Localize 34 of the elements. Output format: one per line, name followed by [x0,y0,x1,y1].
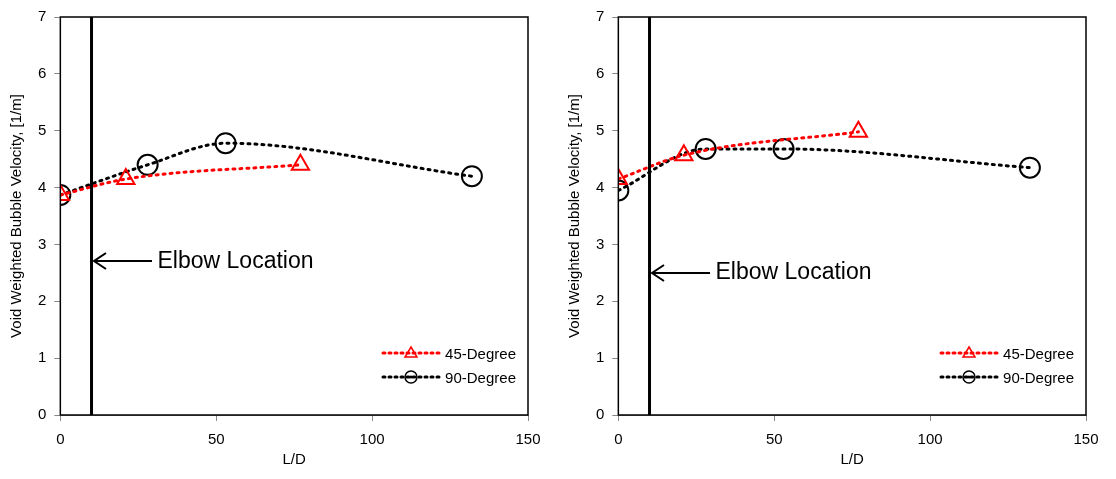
y-tick-label: 5 [38,120,47,138]
y-tick-label: 3 [596,234,605,252]
y-tick-label: 6 [596,64,605,81]
x-tick-label: 100 [917,430,943,448]
legend-label: 45-Degree [1003,344,1074,362]
x-tick-label: 0 [56,430,65,448]
x-tick-label: 50 [207,430,225,448]
x-tick-label: 150 [515,430,541,448]
x-tick-label: 150 [1073,430,1099,448]
y-tick-label: 6 [38,64,47,81]
y-tick-label: 4 [38,177,47,195]
x-tick-label: 0 [614,430,623,448]
legend-label: 45-Degree [445,344,516,362]
x-axis-title: L/D [282,450,307,468]
y-tick-label: 7 [596,7,605,25]
y-tick-label: 0 [38,405,47,423]
y-tick-label: 3 [38,234,47,252]
y-tick-label: 5 [596,120,605,138]
y-tick-label: 7 [38,7,47,25]
y-tick-label: 4 [596,177,605,195]
y-axis-title: Void Weighted Bubble Velocity, [1/m] [7,94,25,338]
y-tick-label: 0 [596,405,605,423]
annotation: Elbow Location [715,258,872,285]
annotation: Elbow Location [157,246,314,273]
y-axis-title: Void Weighted Bubble Velocity, [1/m] [565,94,583,338]
x-axis-title: L/D [840,450,865,468]
y-tick-label: 2 [596,291,605,309]
legend-label: 90-Degree [1003,368,1074,386]
legend-label: 90-Degree [445,368,516,386]
y-tick-label: 1 [596,348,605,366]
x-tick-label: 100 [359,430,385,448]
x-tick-label: 50 [765,430,783,448]
y-tick-label: 1 [38,348,47,366]
y-tick-label: 2 [38,291,47,309]
